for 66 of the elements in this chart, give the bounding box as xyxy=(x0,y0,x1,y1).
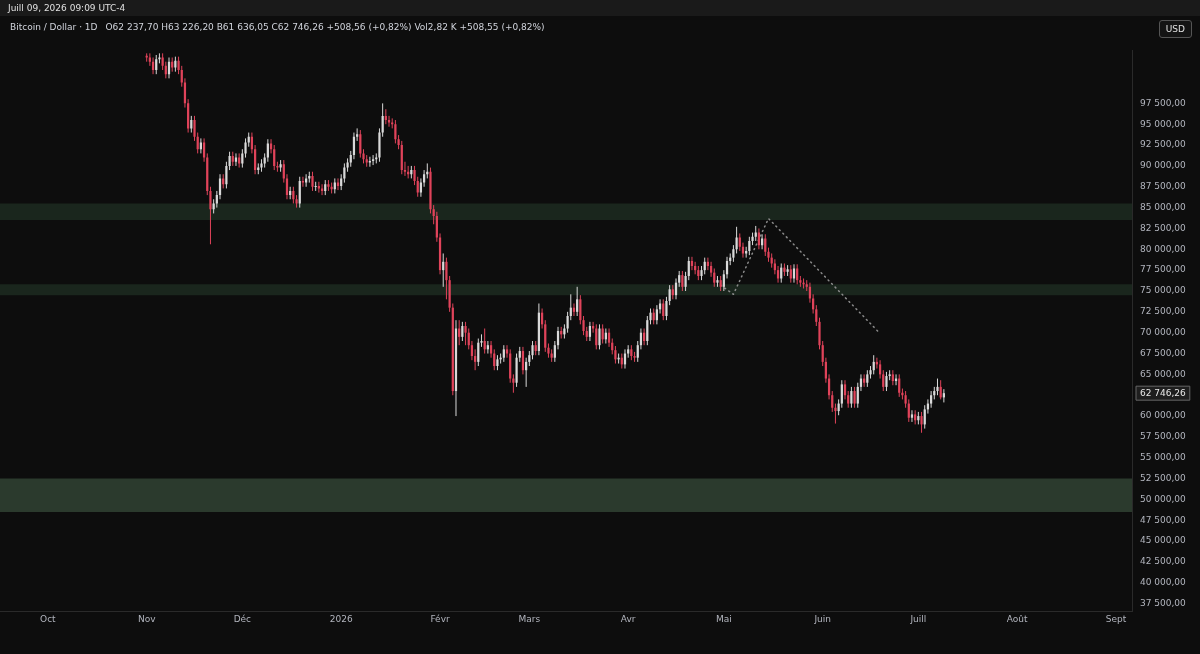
y-tick-label: 80 000,00 xyxy=(1140,243,1187,254)
y-tick-label: 82 500,00 xyxy=(1140,222,1187,233)
candlestick xyxy=(461,321,464,342)
x-tick-label: Févr xyxy=(430,613,450,624)
text: 62 746,26 xyxy=(1140,387,1187,398)
candlestick xyxy=(607,328,611,348)
y-tick-label: 92 500,00 xyxy=(1140,139,1187,150)
y-tick-label: 55 000,00 xyxy=(1140,452,1187,463)
y-tick-label: 87 500,00 xyxy=(1140,181,1187,192)
candlestick xyxy=(371,154,375,166)
y-tick-label: 67 500,00 xyxy=(1140,347,1187,358)
candlestick xyxy=(690,256,694,271)
x-tick-label: Juill xyxy=(909,613,927,624)
candlestick xyxy=(853,386,856,409)
y-tick-label: 72 500,00 xyxy=(1140,306,1187,317)
text: USD xyxy=(1158,20,1192,38)
y-tick-label: 95 000,00 xyxy=(1140,118,1187,129)
x-tick-label: 2026 xyxy=(329,613,353,624)
candlestick xyxy=(464,321,467,346)
y-tick-label: 90 000,00 xyxy=(1140,160,1187,171)
candlestick xyxy=(387,115,391,128)
x-tick-label: Déc xyxy=(233,613,252,624)
y-tick-label: 50 000,00 xyxy=(1140,493,1187,504)
candlestick xyxy=(843,379,847,400)
candlestick xyxy=(155,54,158,75)
candlestick xyxy=(796,263,799,285)
x-tick-label: Oct xyxy=(40,613,57,624)
chart-subtitle: O62 237,70 H63 226,20 B61 636,05 C62 746,26 +508,56 (+0,82%) Vol2,82 K +508,55 (+0,82%) xyxy=(105,22,545,32)
candlestick xyxy=(662,298,665,321)
y-tick-label: 60 000,00 xyxy=(1140,410,1187,421)
y-tick-label: 70 000,00 xyxy=(1140,327,1187,338)
x-tick-label: Mars xyxy=(518,613,541,624)
x-tick-label: Mai xyxy=(715,613,732,624)
x-tick-label: Avr xyxy=(620,613,636,624)
y-tick-label: 40 000,00 xyxy=(1140,577,1187,588)
candlestick xyxy=(748,236,751,256)
candlestick xyxy=(311,171,314,192)
y-tick-label: 85 000,00 xyxy=(1140,201,1187,212)
y-tick-label: 37 500,00 xyxy=(1140,598,1187,609)
candlestick xyxy=(850,386,853,409)
candlestick xyxy=(920,411,923,434)
x-tick-label: Août xyxy=(1006,613,1029,624)
y-tick-label: 75 000,00 xyxy=(1140,285,1187,296)
candlestick xyxy=(760,233,764,250)
y-tick-label: 52 500,00 xyxy=(1140,472,1187,483)
y-tick-label: 97 500,00 xyxy=(1140,97,1187,108)
x-tick-label: Nov xyxy=(137,613,157,624)
y-tick-label: 57 500,00 xyxy=(1140,431,1187,442)
text: Juill 09, 2026 09:09 UTC-4 xyxy=(8,3,126,13)
y-tick-label: 65 000,00 xyxy=(1140,368,1187,379)
candlestick xyxy=(301,176,305,188)
candlestick xyxy=(681,270,684,292)
y-tick-label: 77 500,00 xyxy=(1140,264,1187,275)
candlestick xyxy=(764,233,767,257)
chart-title: Bitcoin / Dollar · 1D xyxy=(10,22,98,32)
y-tick-label: 47 500,00 xyxy=(1140,514,1187,525)
candlestick xyxy=(598,323,601,350)
y-tick-label: 45 000,00 xyxy=(1140,535,1187,546)
candlestick xyxy=(576,286,579,317)
candlestick xyxy=(320,183,324,196)
x-tick-label: Juin xyxy=(813,613,831,624)
candlestick xyxy=(266,138,269,163)
candlestick xyxy=(840,379,843,409)
candlestick xyxy=(885,371,888,392)
x-tick-label: Sept xyxy=(1105,613,1127,624)
y-tick-label: 42 500,00 xyxy=(1140,556,1187,567)
